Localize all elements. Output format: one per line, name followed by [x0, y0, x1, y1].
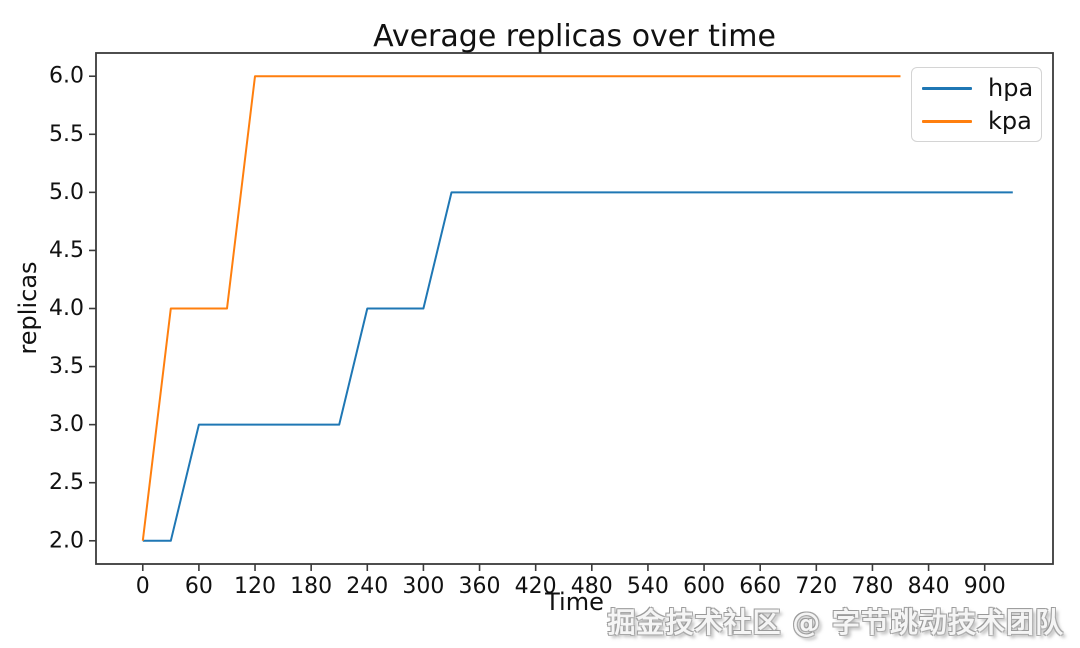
x-tick-label: 840	[908, 574, 950, 599]
y-tick-label: 6.0	[49, 64, 84, 89]
x-axis-label: Time	[545, 588, 604, 616]
kpa-line-swatch	[922, 119, 972, 123]
x-tick-label: 720	[795, 574, 837, 599]
y-tick-label: 3.5	[49, 354, 84, 379]
hpa-line	[142, 191, 1013, 542]
legend-item-kpa: kpa	[912, 106, 1041, 136]
y-tick-label: 5.0	[49, 180, 84, 205]
y-tick-label: 2.5	[49, 470, 84, 495]
x-tick-label: 900	[964, 574, 1006, 599]
y-tick-label: 4.0	[49, 296, 84, 321]
x-tick-label: 780	[851, 574, 893, 599]
x-tick-label: 240	[346, 574, 388, 599]
x-tick-label: 120	[234, 574, 276, 599]
legend: hpa kpa	[911, 67, 1042, 142]
legend-label-kpa: kpa	[988, 107, 1032, 135]
y-axis-label: replicas	[13, 261, 42, 355]
hpa-line-swatch	[922, 86, 972, 90]
legend-item-hpa: hpa	[912, 73, 1041, 103]
watermark-text: 掘金技术社区 @ 字节跳动技术团队	[607, 606, 1064, 639]
x-tick-label: 600	[683, 574, 725, 599]
x-tick-label: 480	[571, 574, 613, 599]
x-tick-label: 660	[739, 574, 781, 599]
y-tick-label: 4.5	[49, 238, 84, 263]
legend-label-hpa: hpa	[988, 74, 1034, 102]
kpa-line	[141, 75, 901, 541]
x-tick-label: 0	[136, 574, 150, 599]
y-tick-label: 2.0	[49, 528, 84, 553]
x-tick-label: 540	[627, 574, 669, 599]
y-tick-label: 5.5	[49, 122, 84, 147]
x-tick-label: 180	[290, 574, 332, 599]
x-tick-label: 420	[515, 574, 557, 599]
plot-border	[95, 52, 1054, 565]
chart-title: Average replicas over time	[373, 19, 776, 54]
x-tick-label: 60	[185, 574, 213, 599]
y-tick-label: 3.0	[49, 412, 84, 437]
x-tick-label: 360	[459, 574, 501, 599]
x-tick-label: 300	[402, 574, 444, 599]
